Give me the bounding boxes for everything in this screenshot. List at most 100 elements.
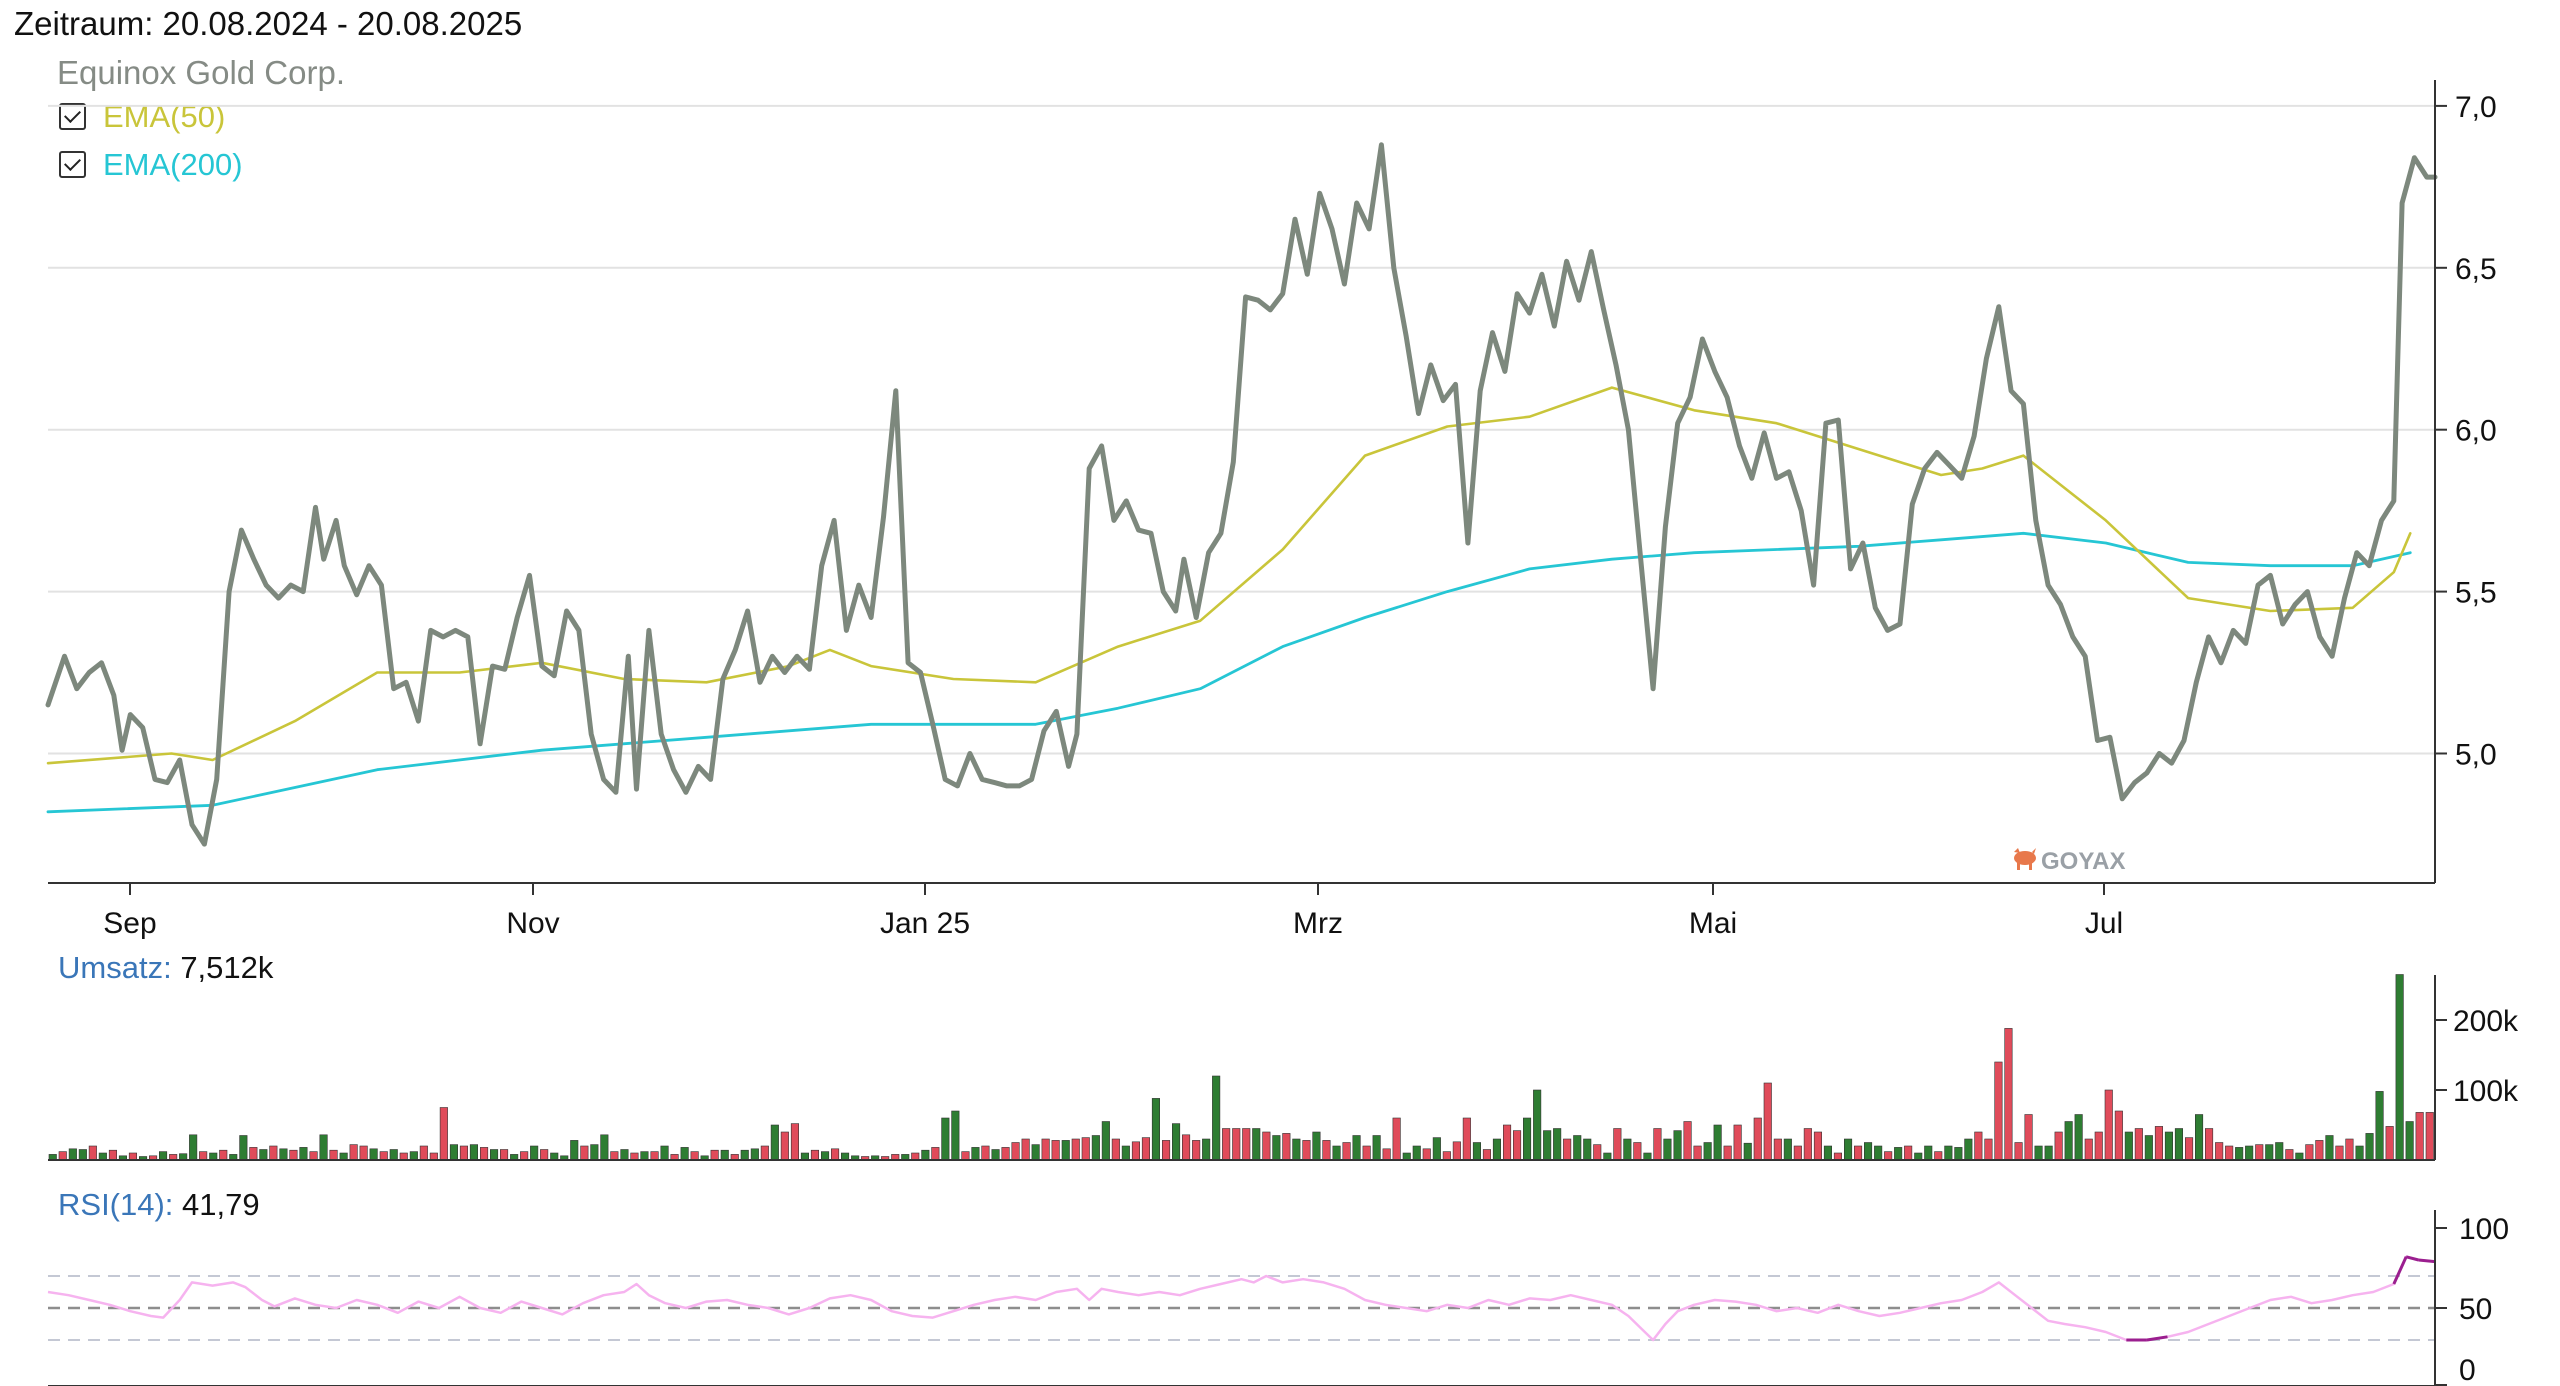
- volume-bar: [550, 1152, 559, 1161]
- volume-bar: [1733, 1124, 1742, 1161]
- volume-bar: [2104, 1089, 2113, 1161]
- volume-label: Umsatz: 7,512k: [58, 950, 273, 986]
- volume-bar: [1372, 1135, 1381, 1161]
- volume-bar: [790, 1123, 800, 1161]
- volume-bar: [1242, 1128, 1251, 1161]
- volume-bar: [1813, 1131, 1822, 1161]
- volume-bar: [570, 1140, 579, 1161]
- volume-bar: [1031, 1144, 1040, 1161]
- volume-bar: [1904, 1145, 1913, 1161]
- volume-bar: [740, 1149, 749, 1161]
- volume-bar: [981, 1145, 990, 1161]
- volume-bar: [2415, 1112, 2424, 1161]
- volume-bar: [1332, 1145, 1341, 1161]
- volume-bar: [2355, 1145, 2364, 1161]
- volume-bar: [1382, 1148, 1391, 1161]
- volume-bar: [2134, 1128, 2143, 1161]
- volume-bar: [309, 1151, 318, 1161]
- volume-bar: [479, 1147, 489, 1161]
- volume-bar: [2395, 974, 2404, 1161]
- ema200-label[interactable]: EMA(200): [103, 147, 243, 182]
- rsi-axis: 0 50 100: [48, 1210, 2509, 1386]
- volume-bar: [2004, 1028, 2013, 1161]
- volume-bar: [2265, 1144, 2274, 1161]
- volume-bar: [1021, 1138, 1030, 1161]
- volume-bar: [1503, 1124, 1512, 1161]
- volume-bar: [800, 1152, 810, 1161]
- volume-bar: [259, 1149, 268, 1161]
- volume-bar: [1513, 1130, 1522, 1161]
- volume-bar: [1974, 1131, 1983, 1161]
- volume-bar: [2074, 1114, 2083, 1161]
- volume-bars: [48, 974, 2434, 1161]
- volume-bar: [1543, 1130, 1552, 1161]
- volume-bar: [2285, 1149, 2294, 1161]
- volume-bar: [1623, 1138, 1632, 1161]
- rsi-label: RSI(14): 41,79: [58, 1187, 260, 1223]
- volume-bar: [1703, 1142, 1712, 1161]
- volume-bar: [289, 1149, 298, 1161]
- ema50-checkbox[interactable]: [59, 103, 86, 130]
- volume-bar: [941, 1117, 950, 1161]
- volume-bar: [810, 1149, 820, 1161]
- volume-bar: [209, 1152, 218, 1161]
- volume-bar: [349, 1144, 358, 1161]
- volume-bar: [1202, 1138, 1211, 1161]
- x-tick-label: Sep: [103, 907, 156, 940]
- volume-bar: [1312, 1131, 1321, 1161]
- volume-bar: [2365, 1133, 2374, 1161]
- volume-bar: [2054, 1131, 2063, 1161]
- volume-bar: [1001, 1147, 1010, 1161]
- volume-bar: [2335, 1145, 2344, 1161]
- volume-bar: [2094, 1131, 2103, 1161]
- volume-bar: [1793, 1145, 1802, 1161]
- watermark-text: GOYAX: [2041, 848, 2125, 875]
- volume-bar: [2345, 1138, 2354, 1161]
- volume-bar: [58, 1151, 67, 1161]
- volume-bar: [1844, 1138, 1853, 1161]
- volume-bar: [620, 1149, 629, 1161]
- volume-bar: [78, 1149, 87, 1161]
- volume-bar: [1924, 1145, 1933, 1161]
- volume-bar: [159, 1151, 168, 1161]
- volume-bar: [1172, 1123, 1181, 1161]
- volume-bar: [1693, 1145, 1702, 1161]
- rsi-extreme-segment: [2405, 1255, 2419, 1262]
- volume-bar: [1442, 1151, 1451, 1161]
- rsi-value: 41,79: [182, 1187, 260, 1222]
- volume-bar: [1131, 1141, 1140, 1161]
- x-tick-label: Jan 25: [880, 907, 970, 940]
- rsi-extreme-segment: [2418, 1258, 2436, 1264]
- volume-bar: [830, 1148, 840, 1161]
- volume-bar: [339, 1152, 348, 1161]
- rsi-title: RSI(14):: [58, 1187, 174, 1222]
- bull-logo-icon: [2014, 848, 2036, 870]
- volume-bar: [1151, 1098, 1160, 1161]
- volume-bar: [770, 1124, 779, 1161]
- volume-bar: [2185, 1137, 2194, 1161]
- volume-bar: [419, 1145, 428, 1161]
- ema200-checkbox[interactable]: [59, 151, 86, 178]
- volume-bar: [1964, 1138, 1973, 1161]
- volume-bar: [1111, 1138, 1120, 1161]
- volume-value: 7,512k: [180, 950, 274, 985]
- volume-bar: [1402, 1152, 1411, 1161]
- volume-bar: [1884, 1151, 1893, 1161]
- volume-bar: [1553, 1128, 1562, 1161]
- volume-bar: [1753, 1117, 1762, 1161]
- volume-bar: [379, 1151, 388, 1161]
- volume-bar: [1091, 1135, 1100, 1161]
- volume-bar: [2024, 1114, 2033, 1161]
- rsi-extreme-segment: [2146, 1335, 2168, 1342]
- volume-bar: [1292, 1138, 1301, 1161]
- volume-bar: [1452, 1141, 1461, 1161]
- volume-bar: [1352, 1135, 1361, 1161]
- volume-bar: [650, 1151, 659, 1161]
- x-tick-label: Nov: [506, 907, 559, 940]
- price-tick-label: 7,0: [2455, 91, 2497, 124]
- volume-bar: [660, 1145, 669, 1161]
- ema50-label[interactable]: EMA(50): [103, 99, 226, 134]
- volume-bar: [1011, 1142, 1020, 1161]
- volume-bar: [680, 1147, 689, 1161]
- rsi-reference-lines: [48, 1275, 2435, 1341]
